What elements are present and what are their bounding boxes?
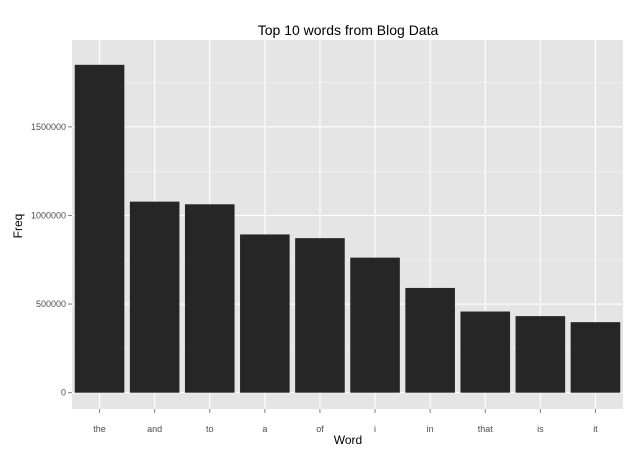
- x-tick-label: i: [374, 424, 376, 434]
- bar-the: [74, 64, 125, 393]
- x-axis: the and to a of i in that is it: [93, 409, 598, 434]
- x-tick-label: to: [206, 424, 214, 434]
- bar-and: [129, 201, 180, 393]
- y-tick-label: 0: [61, 388, 66, 398]
- x-axis-title: Word: [334, 433, 362, 447]
- bar-in: [405, 287, 455, 393]
- bar-of: [295, 238, 345, 393]
- x-tick-label: the: [93, 424, 106, 434]
- bar-a: [240, 234, 290, 393]
- x-tick-label: it: [593, 424, 598, 434]
- bar-to: [184, 204, 235, 393]
- y-tick-label: 1500000: [31, 122, 66, 132]
- x-tick-label: a: [262, 424, 267, 434]
- bar-is: [515, 316, 566, 393]
- x-tick-label: is: [537, 424, 544, 434]
- chart-title: Top 10 words from Blog Data: [258, 22, 439, 38]
- bar-it: [570, 322, 621, 393]
- y-tick-label: 500000: [36, 299, 66, 309]
- x-tick-label: of: [316, 424, 324, 434]
- x-tick-label: that: [478, 424, 494, 434]
- bar-i: [350, 257, 400, 393]
- y-tick-label: 1000000: [31, 210, 66, 220]
- x-tick-label: and: [147, 424, 162, 434]
- bar-that: [460, 311, 511, 393]
- y-axis: 0 500000 1000000 1500000: [31, 122, 72, 398]
- y-axis-title: Freq: [11, 214, 25, 239]
- x-tick-label: in: [427, 424, 434, 434]
- bars: [74, 64, 621, 393]
